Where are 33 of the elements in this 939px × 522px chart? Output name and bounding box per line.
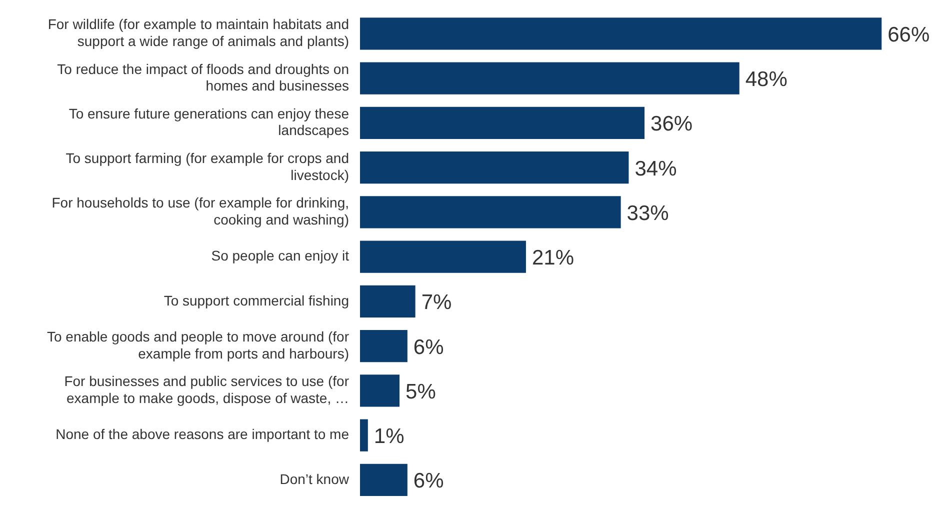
y-tick-label: To support farming (for example for crops and livestock) xyxy=(66,150,349,183)
data-label: 34% xyxy=(634,157,677,180)
bar xyxy=(360,285,416,318)
y-tick-label: For businesses and public services to use (for example to make goods, dispose of waste, … xyxy=(64,373,350,406)
bar xyxy=(360,152,629,184)
data-label: 1% xyxy=(374,425,404,448)
data-label: 6% xyxy=(413,336,444,359)
y-tick-label: To ensure future generations can enjoy these landscapes xyxy=(68,105,350,138)
bar xyxy=(360,240,526,273)
bar xyxy=(360,419,368,452)
data-label: 36% xyxy=(650,112,693,136)
y-tick-label: To reduce the impact of floods and droughts on homes and businesses xyxy=(57,60,349,94)
y-tick-label: So people can enjoy it xyxy=(211,248,350,264)
bar xyxy=(360,464,408,496)
data-label: 5% xyxy=(406,380,436,404)
y-tick-label: To support commercial fishing xyxy=(164,292,349,308)
data-label: 6% xyxy=(413,470,444,493)
y-tick-label: To enable goods and people to move around (for example from ports and harbours) xyxy=(47,328,350,362)
data-label: 7% xyxy=(421,291,452,314)
y-tick-label: For households to use (for example for drinking, cooking and washing) xyxy=(52,194,349,228)
bar xyxy=(360,106,645,140)
bar xyxy=(360,196,621,228)
bar xyxy=(360,330,408,362)
data-label: 21% xyxy=(532,246,574,270)
bar xyxy=(360,18,882,50)
bar xyxy=(360,62,740,94)
data-label: 33% xyxy=(626,202,669,225)
y-tick-label: For wildlife (for example to maintain habitats and support a wide range of animals and plants) xyxy=(48,16,349,49)
data-label: 48% xyxy=(745,68,788,92)
y-tick-label: None of the above reasons are important to me xyxy=(56,426,350,442)
y-tick-label: Don’t know xyxy=(280,470,350,487)
data-label: 66% xyxy=(888,24,930,47)
bar xyxy=(360,374,400,407)
